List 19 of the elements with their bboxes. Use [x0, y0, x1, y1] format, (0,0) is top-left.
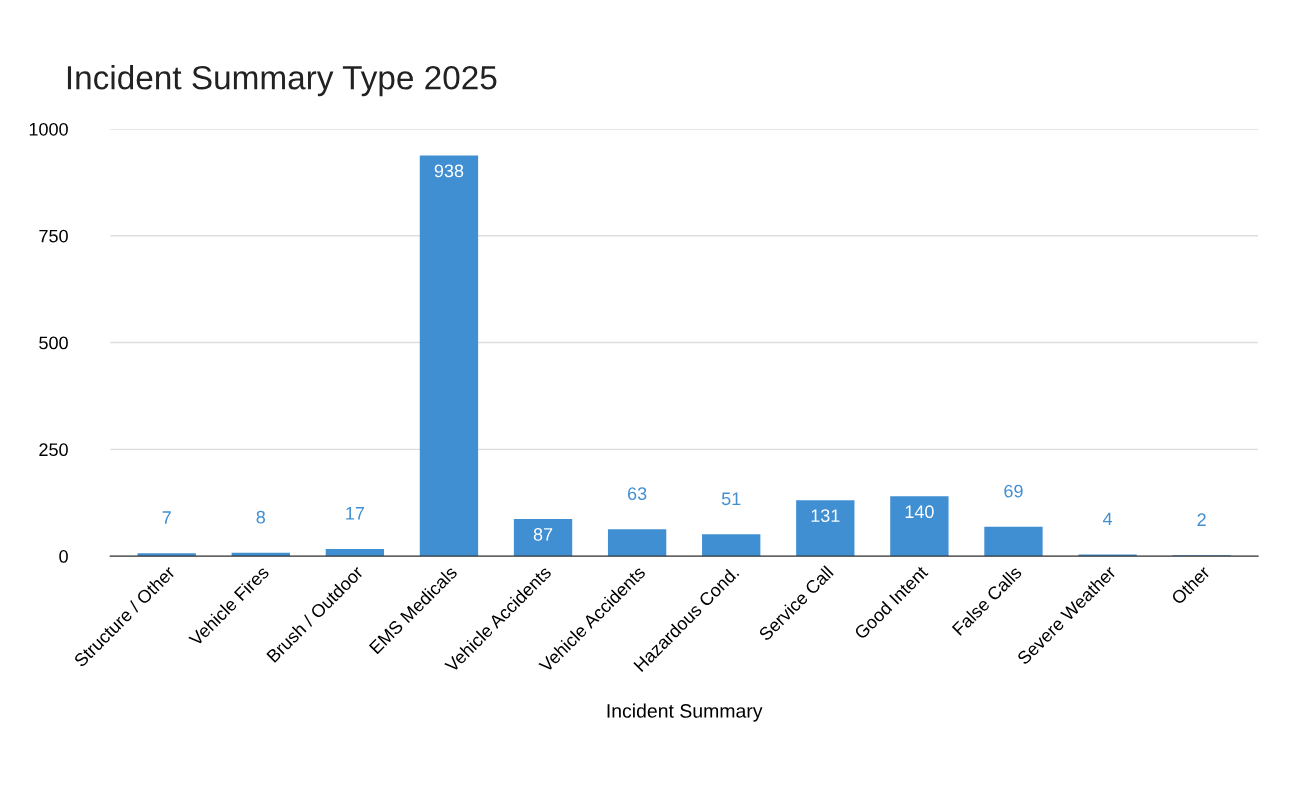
y-tick-label: 0: [59, 550, 68, 563]
data-label: 69: [1004, 484, 1023, 498]
data-label: 17: [346, 507, 364, 520]
data-label: 131: [811, 509, 840, 522]
y-tick-label: 1000: [29, 122, 68, 136]
data-label: 7: [162, 511, 171, 524]
data-label: 2: [1197, 513, 1206, 526]
data-label: 140: [905, 505, 934, 519]
data-label: 8: [256, 510, 266, 524]
y-tick-label: 750: [39, 229, 68, 243]
data-label: 4: [1102, 512, 1113, 526]
data-label: 938: [434, 164, 464, 178]
y-tick-label: 500: [39, 336, 68, 350]
data-label: 87: [533, 528, 553, 541]
data-label: 63: [628, 487, 647, 501]
x-axis-title: Incident Summary: [607, 703, 763, 722]
data-label: 51: [721, 492, 741, 506]
y-tick-label: 250: [39, 443, 68, 457]
chart-title: Incident Summary Type 2025: [67, 65, 497, 97]
